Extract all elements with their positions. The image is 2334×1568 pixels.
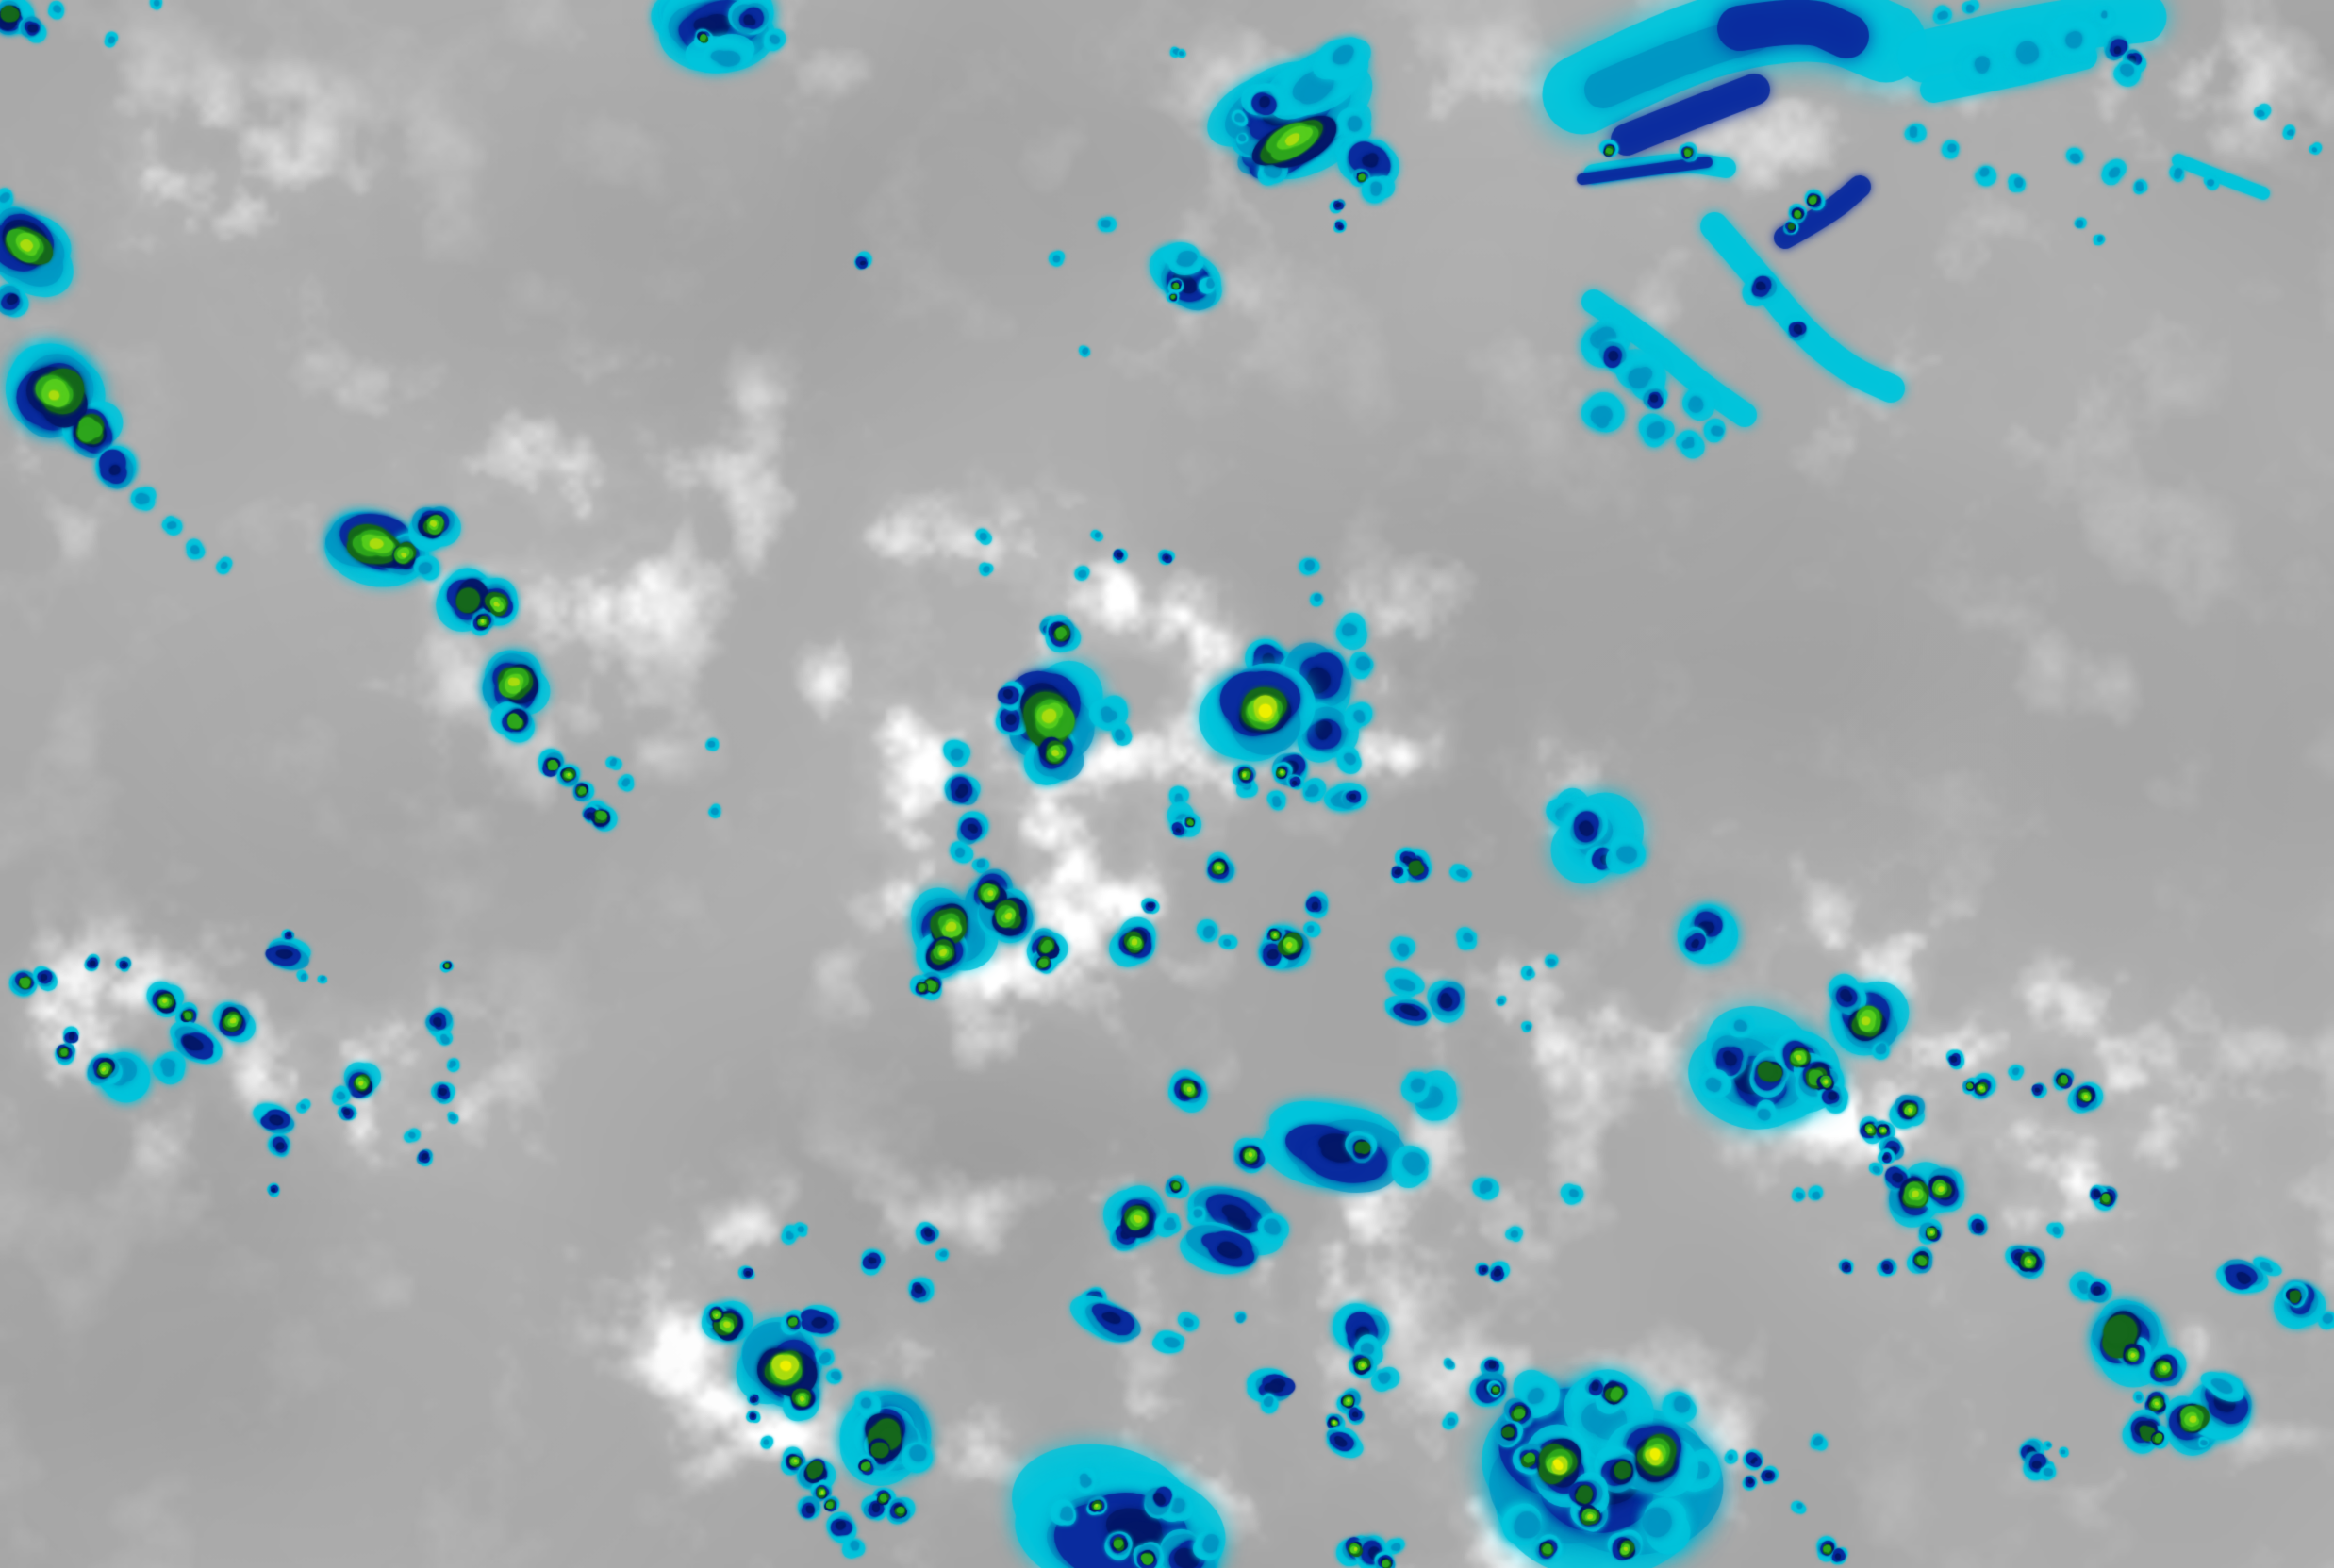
weather-satellite-view <box>0 0 2334 1568</box>
satellite-ir-image-canvas <box>0 0 2334 1568</box>
